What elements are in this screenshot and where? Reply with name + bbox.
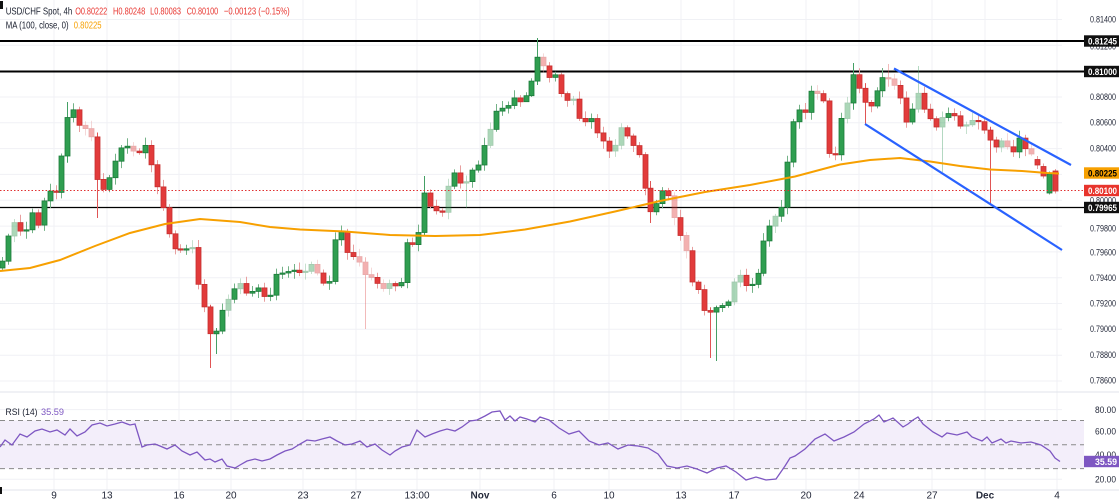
- svg-text:13: 13: [675, 491, 687, 502]
- svg-text:Dec: Dec: [976, 491, 995, 502]
- svg-text:C0.80100: C0.80100: [187, 6, 219, 17]
- svg-text:0.80800: 0.80800: [1090, 92, 1116, 102]
- svg-text:0.79965: 0.79965: [1088, 203, 1118, 214]
- svg-text:20: 20: [800, 491, 812, 502]
- svg-text:0.79000: 0.79000: [1090, 324, 1116, 334]
- svg-text:MA (100, close, 0): MA (100, close, 0): [6, 20, 69, 31]
- svg-text:H0.80248: H0.80248: [113, 6, 146, 17]
- svg-text:0.80000: 0.80000: [1090, 196, 1116, 206]
- svg-text:L0.80083: L0.80083: [150, 6, 181, 17]
- svg-text:35.59: 35.59: [1095, 457, 1117, 468]
- svg-text:13: 13: [101, 491, 113, 502]
- svg-text:0.78800: 0.78800: [1090, 350, 1116, 360]
- svg-text:20.00: 20.00: [1095, 475, 1116, 485]
- svg-text:10: 10: [603, 491, 615, 502]
- svg-text:9: 9: [51, 491, 57, 502]
- svg-text:17: 17: [728, 491, 740, 502]
- svg-text:60.00: 60.00: [1095, 427, 1116, 437]
- svg-text:27: 27: [926, 491, 938, 502]
- svg-text:6: 6: [551, 491, 557, 502]
- svg-text:24: 24: [853, 491, 865, 502]
- svg-text:4: 4: [1054, 491, 1060, 502]
- svg-text:0.81200: 0.81200: [1090, 42, 1116, 52]
- svg-text:27: 27: [350, 491, 362, 502]
- svg-text:O0.80222: O0.80222: [75, 6, 107, 17]
- svg-text:0.79800: 0.79800: [1090, 224, 1116, 234]
- svg-text:0.81400: 0.81400: [1090, 15, 1116, 25]
- svg-text:16: 16: [173, 491, 185, 502]
- svg-text:0.80600: 0.80600: [1090, 118, 1116, 128]
- svg-text:0.81245: 0.81245: [1088, 37, 1118, 48]
- svg-text:40.00: 40.00: [1095, 450, 1116, 460]
- svg-text:0.80225: 0.80225: [1088, 169, 1118, 180]
- svg-text:0.80100: 0.80100: [1088, 186, 1117, 197]
- svg-text:80.00: 80.00: [1095, 405, 1116, 415]
- svg-text:23: 23: [297, 491, 309, 502]
- svg-text:13:00: 13:00: [404, 491, 429, 502]
- svg-text:0.79400: 0.79400: [1090, 273, 1116, 283]
- svg-text:0.81000: 0.81000: [1088, 67, 1117, 78]
- svg-text:0.79600: 0.79600: [1090, 248, 1116, 258]
- svg-text:Nov: Nov: [471, 491, 490, 502]
- svg-text:20: 20: [225, 491, 237, 502]
- svg-text:0.80400: 0.80400: [1090, 144, 1116, 154]
- svg-text:−0.00123 (−0.15%): −0.00123 (−0.15%): [224, 6, 290, 17]
- svg-text:0.80225: 0.80225: [74, 20, 102, 31]
- svg-text:0.78600: 0.78600: [1090, 376, 1116, 386]
- svg-text:0.79200: 0.79200: [1090, 299, 1116, 309]
- svg-text:USD/CHF Spot, 4h: USD/CHF Spot, 4h: [6, 6, 73, 17]
- svg-text:35.59: 35.59: [41, 407, 64, 418]
- svg-text:RSI (14): RSI (14): [6, 407, 38, 418]
